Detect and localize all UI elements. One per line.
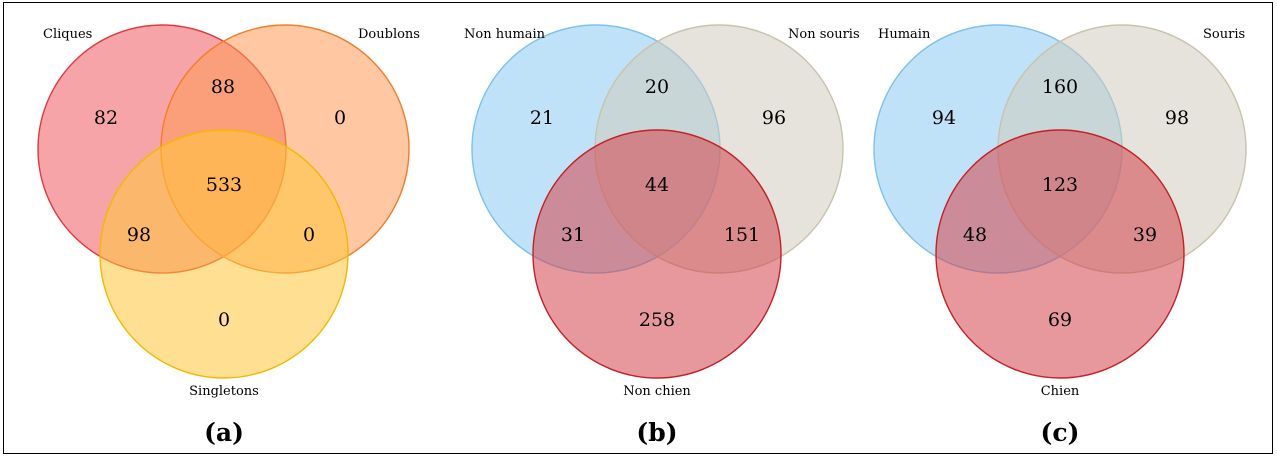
caption-b: (b): [636, 418, 677, 447]
count-doublons-only: 0: [334, 107, 346, 129]
count-non-humain-non-souris: 20: [645, 76, 669, 98]
count-non-humain-non-chien: 31: [561, 224, 585, 246]
count-all-three: 44: [645, 174, 669, 196]
venn-panel-b: Non humain Non souris Non chien 21 96 25…: [464, 24, 860, 447]
set-label-doublons: Doublons: [358, 27, 420, 42]
set-label-souris: Souris: [1203, 27, 1245, 42]
set-label-singletons: Singletons: [189, 384, 259, 399]
count-humain-only: 94: [932, 107, 956, 129]
count-souris-only: 98: [1165, 107, 1189, 129]
set-label-non-humain: Non humain: [464, 27, 546, 42]
circle-singletons: [99, 129, 349, 379]
caption-c: (c): [1041, 418, 1080, 447]
venn-panel-a: Cliques Doublons Singletons 82 0 0 88 98…: [37, 24, 420, 447]
count-non-chien-only: 258: [639, 309, 675, 331]
circle-chien: [935, 129, 1185, 379]
caption-a: (a): [204, 418, 244, 447]
count-cliques-doublons: 88: [211, 76, 235, 98]
count-singletons-only: 0: [218, 309, 230, 331]
set-label-humain: Humain: [878, 27, 931, 42]
count-non-souris-only: 96: [762, 107, 786, 129]
venn-panel-c: Humain Souris Chien 94 98 69 160 48 39 1…: [873, 24, 1247, 447]
count-non-humain-only: 21: [530, 107, 554, 129]
count-all-three: 123: [1042, 174, 1078, 196]
count-non-souris-non-chien: 151: [724, 224, 760, 246]
count-cliques-only: 82: [94, 107, 118, 129]
count-humain-chien: 48: [963, 224, 987, 246]
set-label-non-souris: Non souris: [788, 27, 860, 42]
set-label-non-chien: Non chien: [623, 384, 691, 399]
count-all-three: 533: [206, 174, 242, 196]
count-doublons-singletons: 0: [303, 224, 315, 246]
count-humain-souris: 160: [1042, 76, 1078, 98]
set-label-cliques: Cliques: [43, 27, 92, 42]
set-label-chien: Chien: [1041, 384, 1080, 399]
count-souris-chien: 39: [1133, 224, 1157, 246]
count-cliques-singletons: 98: [127, 224, 151, 246]
circle-non-chien: [532, 129, 782, 379]
count-chien-only: 69: [1048, 309, 1072, 331]
